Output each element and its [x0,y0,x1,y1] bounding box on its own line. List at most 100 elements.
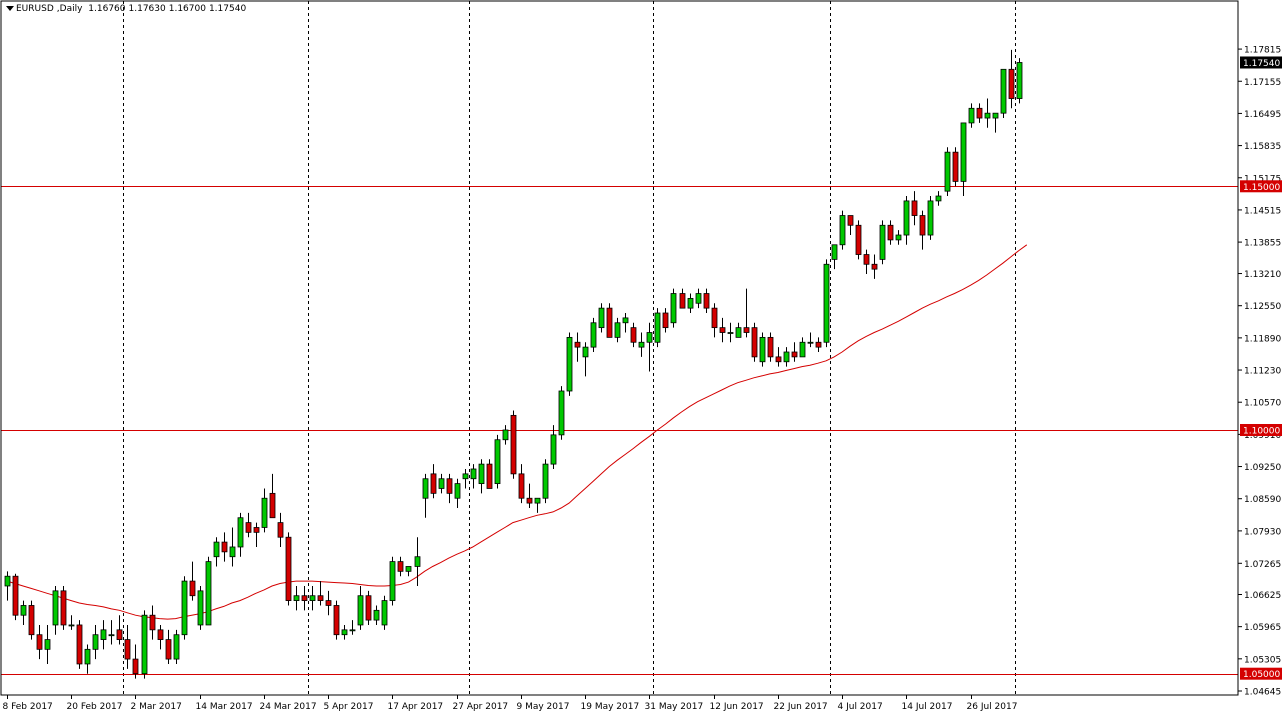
candle-body [446,478,453,494]
price-tick-label: 1.09250 [1244,463,1281,473]
candle-body [799,341,806,358]
price-tick-label: 1.05305 [1244,655,1281,665]
ohlc-low: 1.16700 [168,4,206,14]
candle-body [108,634,115,637]
candle-body [333,605,340,636]
candle-body [654,312,661,343]
candle-body [237,517,244,548]
price-tick-label: 1.07930 [1244,527,1281,537]
candle-body [960,122,967,182]
candle-body [165,639,172,660]
level-price-tag-label: 1.05000 [1243,670,1280,680]
candle-body [221,541,228,553]
price-tick-label: 1.04645 [1244,688,1281,698]
candle-body [28,605,35,636]
candle-body [871,263,878,270]
candle-body [927,200,934,236]
candle-body [759,336,766,363]
candle-body [903,200,910,236]
candle-body [518,473,525,499]
candle-body [462,473,469,480]
ohlc-open: 1.16760 [88,4,126,14]
candle-body [438,478,445,489]
candle-body [253,527,260,533]
candle-body [502,429,509,441]
dropdown-triangle-icon[interactable] [6,6,14,11]
time-tick-label: 9 May 2017 [517,702,570,712]
time-tick-label: 19 May 2017 [581,702,640,712]
level-price-tag-label: 1.15000 [1243,183,1280,193]
candle-body [703,293,710,309]
candle-body [630,327,637,343]
candle-body [510,414,517,475]
candle-body [598,307,605,329]
price-tick-label: 1.17815 [1244,46,1281,56]
candle-body [582,346,589,358]
candle-body [622,317,629,324]
candle-body [381,600,388,626]
price-tick-label: 1.12550 [1244,302,1281,312]
candle-body [357,595,364,626]
candle-body [301,595,308,601]
candle-body [679,293,686,309]
candle-body [606,307,613,338]
candle-body [919,215,926,236]
current-price-tag [1240,56,1282,69]
price-tick-label: 1.13855 [1244,239,1281,249]
candle-body [4,575,11,587]
candle-body [317,595,324,601]
candle-body [791,351,798,358]
candle-body [454,483,461,499]
price-tick-label: 1.15835 [1244,142,1281,152]
candle-body [719,327,726,333]
time-tick-label: 14 Jul 2017 [902,702,953,712]
candle-body [422,478,429,499]
level-price-tag [1240,667,1282,680]
candle-body [863,254,870,265]
candle-body [309,595,316,601]
level-price-tag-label: 1.10000 [1243,426,1280,436]
candle-body [141,614,148,675]
candle-body [36,634,43,650]
candle-body [124,639,131,660]
candle-body [944,151,951,192]
candle-body [1000,68,1007,114]
time-tick-label: 12 Jun 2017 [710,702,764,712]
candles [4,49,1023,679]
candle-body [68,624,75,627]
candle-body [277,522,284,538]
time-tick-label: 26 Jul 2017 [967,702,1018,712]
candle-body [992,112,999,119]
candle-body [855,224,862,255]
candle-body [173,634,180,660]
time-tick-label: 8 Feb 2017 [3,702,53,712]
time-tick-label: 2 Mar 2017 [131,702,182,712]
candle-body [229,546,236,558]
price-tick-label: 1.10570 [1244,399,1281,409]
candle-body [566,336,573,392]
price-tick-label: 1.11890 [1244,334,1281,344]
candle-body [325,600,332,606]
ohlc-close: 1.17540 [208,4,247,14]
candle-body [149,614,156,631]
time-tick-label: 24 Mar 2017 [260,702,317,712]
time-tick-label: 17 Apr 2017 [388,702,444,712]
price-tick-label: 1.11230 [1244,367,1281,377]
candle-body [245,522,252,533]
candle-body [205,561,212,626]
candle-body [727,332,734,334]
candle-body [807,341,814,344]
candle-body [847,215,854,226]
candle-body [574,341,581,348]
candle-body [189,580,196,597]
candle-body [984,112,991,119]
candle-body [157,629,164,640]
candle-body [494,439,501,485]
time-tick-label: 27 Apr 2017 [453,702,509,712]
price-tick-label: 1.07265 [1244,560,1281,570]
candle-body [285,536,292,601]
price-tick-label: 1.16495 [1244,110,1281,120]
candle-body [470,468,477,480]
candle-body [976,107,983,119]
